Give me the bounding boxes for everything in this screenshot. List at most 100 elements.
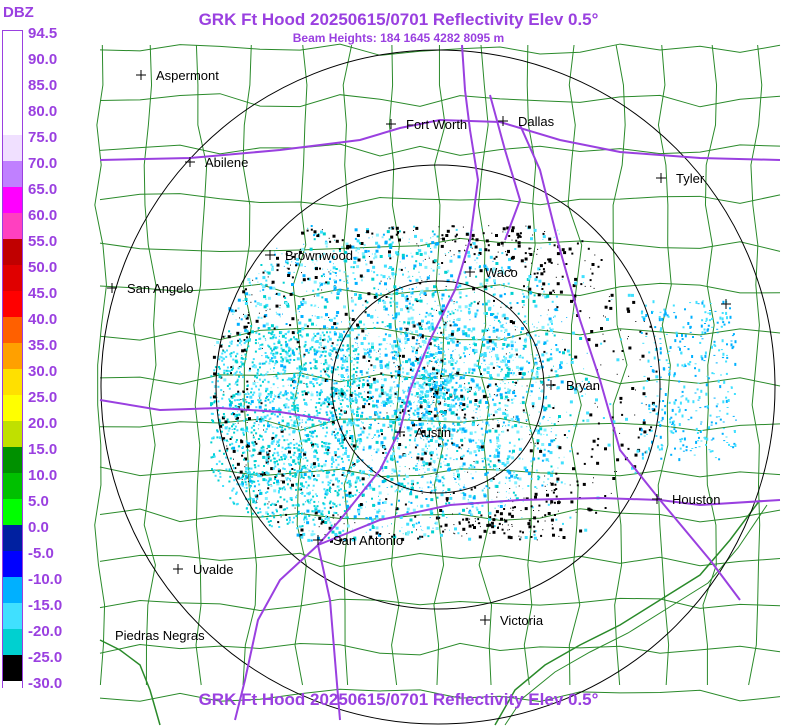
echo-pixel bbox=[299, 487, 302, 489]
echo-pixel bbox=[481, 448, 485, 451]
echo-pixel bbox=[309, 491, 311, 493]
echo-pixel bbox=[456, 286, 459, 289]
echo-pixel bbox=[495, 262, 499, 265]
echo-pixel bbox=[449, 496, 453, 500]
echo-pixel bbox=[316, 414, 319, 417]
echo-pixel bbox=[449, 250, 451, 252]
echo-pixel bbox=[298, 374, 300, 376]
echo-pixel bbox=[312, 383, 315, 385]
echo-pixel bbox=[349, 244, 351, 246]
echo-pixel bbox=[488, 327, 489, 329]
echo-pixel bbox=[511, 348, 513, 351]
echo-pixel bbox=[233, 502, 236, 505]
echo-pixel bbox=[382, 338, 386, 342]
echo-pixel bbox=[402, 533, 404, 535]
echo-pixel bbox=[327, 536, 330, 539]
echo-pixel bbox=[335, 512, 338, 514]
echo-pixel bbox=[448, 252, 450, 254]
echo-pixel bbox=[427, 440, 430, 443]
echo-pixel bbox=[316, 351, 318, 354]
echo-pixel bbox=[237, 417, 239, 420]
echo-pixel bbox=[492, 329, 496, 333]
echo-pixel bbox=[453, 391, 457, 395]
echo-pixel bbox=[508, 382, 509, 384]
echo-pixel bbox=[616, 358, 620, 362]
echo-pixel bbox=[424, 471, 426, 473]
echo-pixel bbox=[406, 328, 408, 330]
echo-pixel bbox=[313, 478, 316, 481]
echo-pixel bbox=[523, 295, 526, 298]
echo-pixel bbox=[427, 244, 430, 248]
echo-pixel bbox=[581, 240, 584, 243]
echo-pixel bbox=[370, 467, 373, 470]
echo-pixel bbox=[503, 293, 506, 296]
echo-pixel bbox=[389, 393, 393, 397]
echo-pixel bbox=[302, 278, 306, 282]
echo-pixel bbox=[507, 399, 510, 402]
echo-pixel bbox=[401, 375, 404, 378]
echo-pixel bbox=[616, 458, 620, 462]
echo-pixel bbox=[650, 426, 653, 429]
echo-pixel bbox=[407, 418, 410, 421]
echo-pixel bbox=[367, 342, 370, 345]
echo-pixel bbox=[522, 396, 525, 399]
echo-pixel bbox=[433, 338, 437, 342]
echo-pixel bbox=[498, 482, 501, 485]
echo-pixel bbox=[238, 477, 241, 480]
echo-pixel bbox=[345, 258, 347, 260]
echo-pixel bbox=[333, 279, 336, 282]
echo-pixel bbox=[444, 363, 446, 365]
echo-pixel bbox=[256, 302, 260, 305]
echo-pixel bbox=[648, 429, 651, 431]
echo-pixel bbox=[440, 533, 443, 537]
echo-pixel bbox=[311, 443, 315, 447]
echo-pixel bbox=[388, 325, 392, 329]
echo-pixel bbox=[395, 301, 399, 305]
echo-pixel bbox=[421, 448, 425, 452]
echo-pixel bbox=[399, 411, 402, 414]
echo-pixel bbox=[310, 259, 312, 261]
echo-pixel bbox=[452, 442, 456, 446]
echo-pixel bbox=[554, 308, 558, 312]
echo-pixel bbox=[394, 277, 396, 279]
echo-pixel bbox=[481, 504, 484, 507]
echo-pixel bbox=[532, 376, 536, 380]
echo-pixel bbox=[241, 479, 243, 481]
echo-pixel bbox=[569, 484, 571, 486]
echo-pixel bbox=[485, 401, 489, 404]
echo-pixel bbox=[538, 504, 541, 507]
echo-pixel bbox=[363, 427, 366, 430]
echo-pixel bbox=[468, 303, 472, 307]
echo-pixel bbox=[353, 420, 355, 422]
echo-pixel bbox=[394, 344, 398, 348]
echo-pixel bbox=[547, 478, 550, 481]
echo-pixel bbox=[472, 241, 476, 245]
echo-pixel bbox=[582, 419, 585, 422]
echo-pixel bbox=[311, 258, 314, 261]
echo-pixel bbox=[317, 306, 319, 308]
echo-pixel bbox=[492, 530, 496, 534]
echo-pixel bbox=[436, 369, 440, 373]
echo-pixel bbox=[355, 380, 357, 382]
echo-pixel bbox=[339, 249, 341, 252]
echo-pixel bbox=[423, 344, 425, 346]
echo-pixel bbox=[282, 385, 285, 388]
echo-pixel bbox=[445, 454, 448, 457]
echo-pixel bbox=[402, 391, 405, 394]
echo-pixel bbox=[443, 369, 447, 373]
echo-pixel bbox=[561, 339, 563, 340]
echo-pixel bbox=[425, 357, 427, 359]
county-line bbox=[612, 44, 628, 686]
echo-pixel bbox=[234, 383, 236, 385]
echo-pixel bbox=[280, 331, 283, 334]
echo-pixel bbox=[634, 453, 638, 457]
echo-pixel bbox=[331, 292, 333, 294]
echo-pixel bbox=[222, 485, 225, 487]
echo-pixel bbox=[494, 288, 496, 290]
echo-pixel bbox=[451, 371, 454, 374]
county-line bbox=[99, 93, 781, 108]
echo-pixel bbox=[627, 336, 629, 337]
echo-pixel bbox=[503, 355, 506, 358]
echo-pixel bbox=[447, 348, 449, 350]
echo-pixel bbox=[468, 387, 472, 391]
